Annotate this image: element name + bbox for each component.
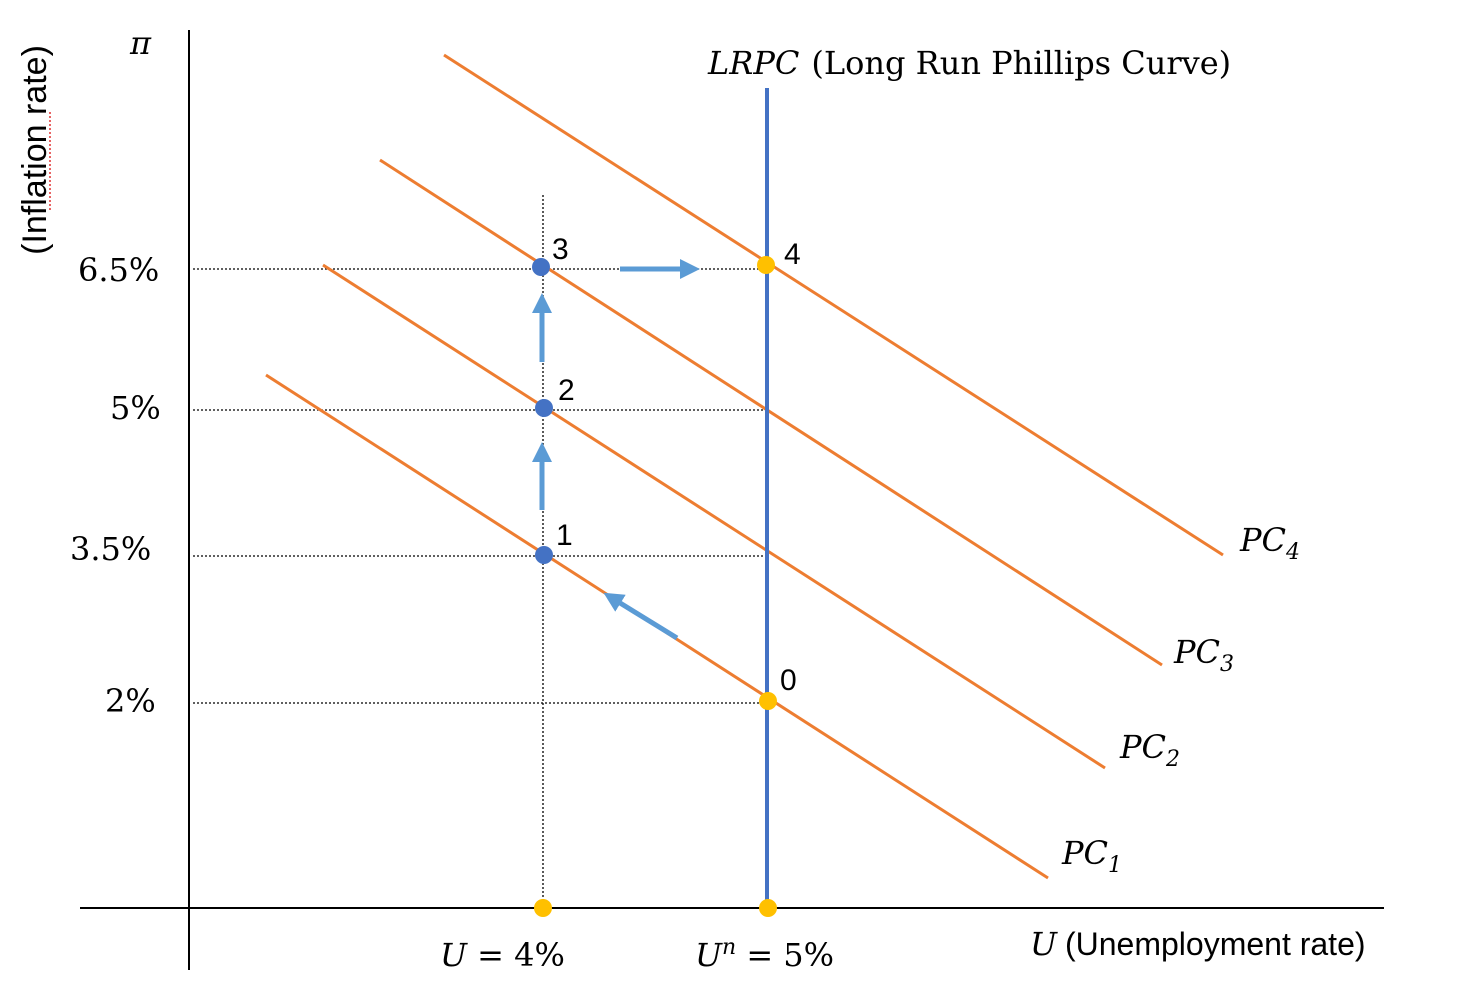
arrow-0-to-1 xyxy=(603,592,679,641)
point-label-2: 2 xyxy=(558,374,575,407)
pc3-curve xyxy=(379,158,1163,667)
point-label-0: 0 xyxy=(780,664,797,697)
x-point-un xyxy=(759,899,777,917)
pc3-label: PC3 xyxy=(1173,633,1234,677)
point-2 xyxy=(535,399,553,417)
x-axis-label: U (Unemployment rate) xyxy=(1030,925,1366,963)
point-label-1: 1 xyxy=(556,519,573,552)
pc4-curve xyxy=(443,53,1224,557)
point-label-3: 3 xyxy=(552,233,569,266)
y-axis-symbol: π xyxy=(129,24,152,62)
pc2-curve xyxy=(322,263,1106,770)
x-point-u4 xyxy=(534,899,552,917)
y-tick-2: 2% xyxy=(105,682,156,720)
y-tick-3-5: 3.5% xyxy=(70,530,151,568)
point-3 xyxy=(532,258,550,276)
x-tick-un: Un = 5% xyxy=(695,935,834,974)
y-tick-6-5: 6.5% xyxy=(78,251,159,289)
point-0 xyxy=(759,692,777,710)
y-tick-5: 5% xyxy=(110,389,161,427)
point-label-4: 4 xyxy=(784,238,801,271)
x-tick-u4: U = 4% xyxy=(440,936,565,974)
guide-lines xyxy=(193,195,767,905)
pc1-label: PC1 xyxy=(1061,834,1122,878)
pc2-label: PC2 xyxy=(1119,728,1180,772)
pc4-label: PC4 xyxy=(1239,521,1300,565)
lrpc-label: LRPC (Long Run Phillips Curve) xyxy=(707,44,1231,82)
point-4 xyxy=(757,256,775,274)
y-axis-label: (Inflation rate) xyxy=(16,45,54,255)
point-1 xyxy=(535,546,553,564)
